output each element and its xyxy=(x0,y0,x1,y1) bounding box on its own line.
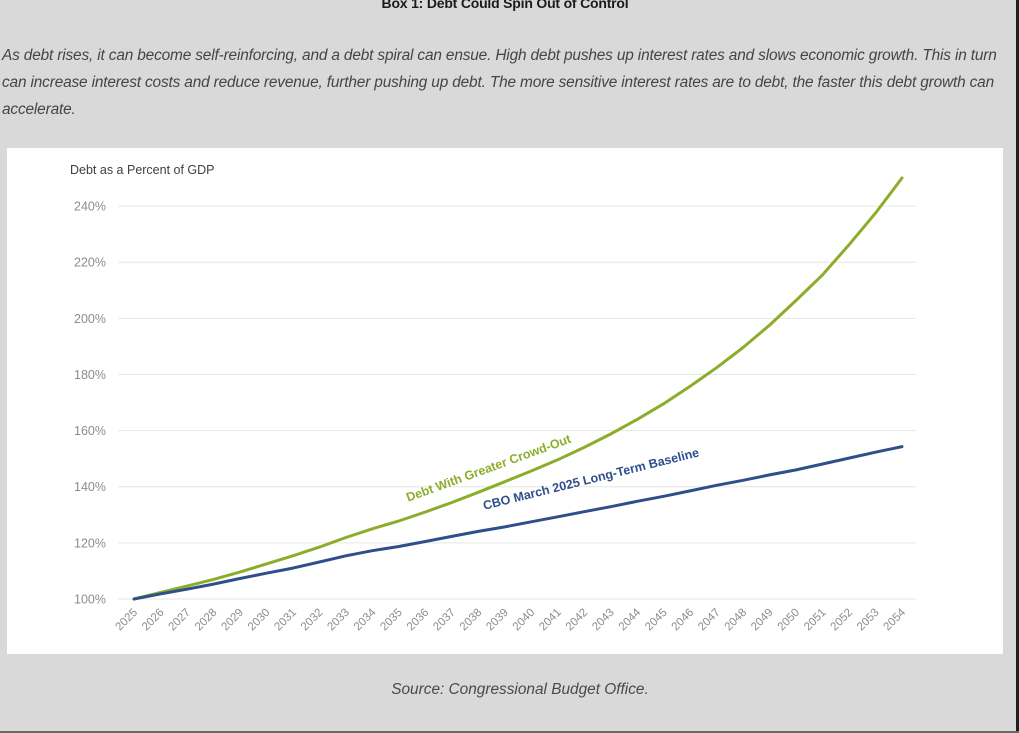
y-tick-label: 220% xyxy=(74,256,106,270)
x-tick-label: 2035 xyxy=(378,607,405,634)
bottom-border xyxy=(0,731,1019,733)
chart-panel: 100% 120% 140% 160% 180% 200% 220% 240% 2025 202… xyxy=(7,148,1003,654)
x-tick-label: 2038 xyxy=(458,607,485,634)
x-tick-label: 2026 xyxy=(140,607,167,634)
x-tick-label: 2042 xyxy=(564,607,591,634)
right-border xyxy=(1016,0,1019,733)
x-tick-label: 2049 xyxy=(749,607,776,634)
y-axis-ticks: 100% 120% 140% 160% 180% 200% 220% 240% xyxy=(74,200,106,607)
x-tick-label: 2052 xyxy=(829,607,856,634)
x-tick-label: 2027 xyxy=(167,607,194,634)
x-tick-label: 2029 xyxy=(219,607,246,634)
x-tick-label: 2054 xyxy=(882,606,909,633)
series-line-greater-crowd-out xyxy=(132,176,904,601)
x-tick-label: 2032 xyxy=(299,607,326,634)
x-tick-label: 2041 xyxy=(537,607,564,634)
debt-line-chart: 100%120%140%160%180%200%220%240% 2025 202… xyxy=(70,163,916,633)
x-axis-ticks: 2025 2026 2027 2028 2029 2030 2031 2032 2033 2034… xyxy=(114,606,909,633)
y-tick-label: 100% xyxy=(74,593,106,607)
y-tick-label: 240% xyxy=(74,200,106,214)
x-tick-label: 2031 xyxy=(272,607,299,634)
y-tick-label: 180% xyxy=(74,368,106,382)
y-tick-label: 200% xyxy=(74,312,106,326)
x-tick-label: 2043 xyxy=(590,607,617,634)
x-tick-label: 2053 xyxy=(855,607,882,634)
x-tick-label: 2047 xyxy=(696,607,723,634)
source-note: Source: Congressional Budget Office. xyxy=(391,681,649,698)
x-tick-label: 2030 xyxy=(246,607,273,634)
x-tick-label: 2045 xyxy=(643,607,670,634)
gridlines xyxy=(118,205,916,600)
x-tick-label: 2048 xyxy=(723,607,750,634)
series-line-cbo-baseline xyxy=(132,445,904,601)
intro-paragraph: As debt rises, it can become self-reinfo… xyxy=(2,47,997,118)
x-tick-label: 2025 xyxy=(114,607,141,634)
x-tick-label: 2028 xyxy=(193,607,220,634)
box-title: Box 1: Debt Could Spin Out of Control xyxy=(381,0,629,11)
y-tick-label: 120% xyxy=(74,536,106,550)
series-lines xyxy=(132,176,904,601)
x-tick-label: 2040 xyxy=(511,607,538,634)
x-tick-label: 2039 xyxy=(484,607,511,634)
x-tick-label: 2050 xyxy=(776,607,803,634)
y-tick-label: 140% xyxy=(74,480,106,494)
x-tick-label: 2034 xyxy=(352,606,379,633)
x-tick-label: 2044 xyxy=(617,606,644,633)
x-tick-label: 2037 xyxy=(431,607,458,634)
x-tick-label: 2046 xyxy=(670,607,697,634)
y-axis-title: Debt as a Percent of GDP xyxy=(70,163,215,177)
x-tick-label: 2033 xyxy=(325,607,352,634)
y-tick-label: 160% xyxy=(74,424,106,438)
x-tick-label: 2051 xyxy=(802,607,829,634)
x-tick-label: 2036 xyxy=(405,607,432,634)
